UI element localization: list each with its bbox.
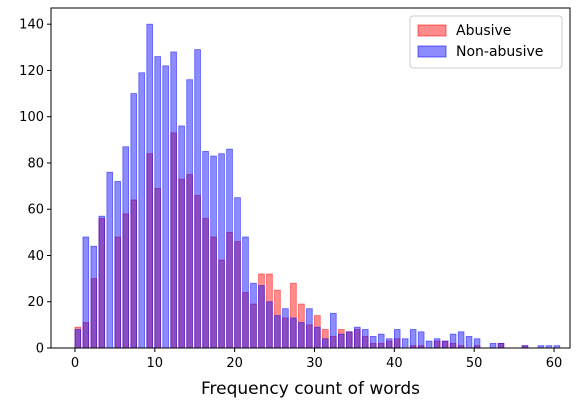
bar-non-abusive-32: [354, 326, 361, 349]
legend: Abusive Non-abusive: [409, 15, 563, 69]
legend-box: [409, 15, 563, 69]
x-tick-label-1: 10: [147, 356, 164, 371]
bar-non-abusive-19: [250, 282, 257, 349]
bar-non-abusive-9: [170, 51, 177, 349]
y-tick-label-1: 20: [27, 295, 44, 310]
bar-non-abusive-extra-2: [162, 65, 169, 349]
bar-non-abusive-extra-6: [489, 342, 497, 349]
plot-frame: [50, 7, 571, 349]
bar-non-abusive-34: [369, 336, 377, 349]
bar-non-abusive-39: [417, 331, 425, 349]
bar-non-abusive-35: [377, 333, 385, 349]
bar-non-abusive-23: [282, 308, 289, 349]
bar-non-abusive-extra-3: [401, 338, 409, 349]
bar-non-abusive-43: [457, 331, 465, 349]
x-tick-label-6: 60: [546, 356, 563, 371]
bar-non-abusive-40: [433, 338, 441, 349]
bar-non-abusive-10: [178, 125, 185, 349]
bar-non-abusive-18: [242, 236, 249, 349]
bar-non-abusive-1: [82, 236, 90, 349]
bar-non-abusive-25: [298, 322, 305, 349]
y-tick-label-5: 100: [19, 110, 44, 125]
legend-swatch-non-abusive: [417, 45, 447, 58]
bar-non-abusive-29: [330, 312, 337, 349]
bar-non-abusive-42: [449, 333, 457, 349]
bar-non-abusive-5: [122, 146, 130, 349]
x-tick-label-4: 40: [386, 356, 403, 371]
bar-non-abusive-16: [226, 148, 233, 349]
bar-non-abusive-3: [98, 215, 106, 349]
bar-non-abusive-45: [497, 342, 505, 349]
ticks-layer: 0 10 20 30 40 50 60 0 20 40 60 80 100 120 140: [19, 18, 562, 371]
bar-non-abusive-33: [361, 329, 369, 349]
legend-swatch-abusive: [417, 24, 447, 37]
bar-non-abusive-14: [210, 155, 217, 349]
bar-non-abusive-37: [393, 329, 401, 349]
legend-label-non-abusive: Non-abusive: [456, 44, 543, 60]
y-tick-label-7: 140: [19, 18, 44, 33]
bar-non-abusive-7: [146, 23, 153, 349]
bar-non-abusive-8: [154, 56, 161, 349]
bar-non-abusive-extra-5: [465, 336, 473, 349]
x-tick-label-0: 0: [71, 356, 79, 371]
y-tick-label-6: 120: [19, 64, 44, 79]
y-tick-label-2: 40: [27, 249, 44, 264]
bar-non-abusive-28: [322, 338, 329, 349]
bar-non-abusive-15: [218, 153, 225, 349]
legend-label-abusive: Abusive: [456, 23, 511, 39]
bar-non-abusive-41: [441, 340, 449, 349]
bar-non-abusive-extra-0: [106, 171, 114, 349]
bar-non-abusive-0: [74, 329, 82, 349]
bar-non-abusive-4: [114, 181, 122, 349]
bar-non-abusive-36: [385, 338, 393, 349]
bar-non-abusive-22: [274, 315, 281, 349]
bar-non-abusive-21: [266, 301, 273, 349]
bar-non-abusive-6: [130, 93, 137, 349]
x-axis-label: Frequency count of words: [201, 379, 420, 399]
y-tick-label-4: 80: [27, 156, 44, 171]
bars-layer: [74, 23, 561, 349]
bar-non-abusive-12: [194, 49, 201, 349]
bar-non-abusive-44: [473, 338, 481, 349]
bar-non-abusive-17: [234, 197, 241, 349]
x-tick-label-2: 20: [226, 356, 243, 371]
bar-non-abusive-2: [90, 245, 98, 349]
y-tick-label-0: 0: [36, 342, 44, 357]
bar-non-abusive-27: [314, 326, 321, 349]
bar-non-abusive-extra-1: [138, 72, 145, 349]
bar-non-abusive-30: [338, 333, 345, 349]
bar-non-abusive-11: [186, 79, 193, 349]
bar-non-abusive-20: [258, 285, 265, 349]
y-tick-label-3: 60: [27, 203, 44, 218]
bar-non-abusive-38: [409, 329, 417, 349]
bar-non-abusive-24: [290, 317, 297, 349]
bar-non-abusive-extra-4: [425, 340, 433, 349]
x-tick-label-3: 30: [306, 356, 323, 371]
bar-non-abusive-13: [202, 151, 209, 349]
bar-non-abusive-26: [306, 308, 313, 349]
bar-non-abusive-31: [346, 331, 353, 349]
x-tick-label-5: 50: [466, 356, 483, 371]
